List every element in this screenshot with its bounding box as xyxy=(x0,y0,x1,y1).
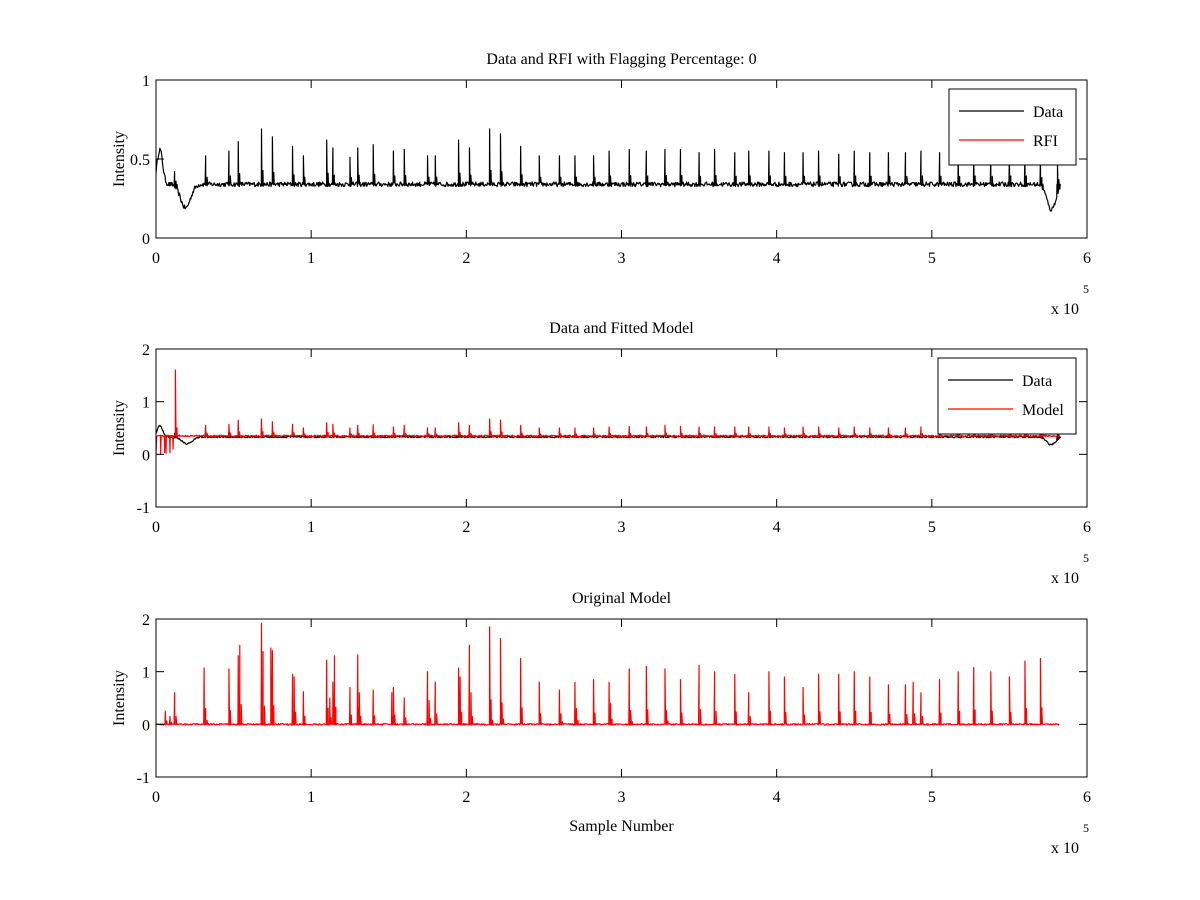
y-tick-label: 0 xyxy=(142,717,150,734)
legend-entry: RFI xyxy=(1033,133,1058,150)
x-exponent-base: x 10 xyxy=(1051,840,1079,857)
subplot-1: 0 1 2 3 4 5 6 0 0.5 1 Data and RFI with Flagging P… xyxy=(111,51,1091,318)
y-axis-label: Intensity xyxy=(111,670,128,726)
x-exponent-base: x 10 xyxy=(1051,301,1079,318)
x-tick-label: 4 xyxy=(773,789,781,806)
y-axis-label: Intensity xyxy=(111,400,128,456)
x-exponent-power: 5 xyxy=(1083,821,1089,835)
series-line-model xyxy=(156,369,1060,455)
plot-area xyxy=(156,349,1087,507)
y-tick-label: 0 xyxy=(142,231,150,248)
x-tick-label: 6 xyxy=(1083,250,1091,267)
x-tick-label: 5 xyxy=(928,519,936,536)
y-tick-label: 2 xyxy=(142,612,150,629)
x-exponent-power: 5 xyxy=(1083,551,1089,565)
x-tick-label: 4 xyxy=(773,519,781,536)
x-tick-label: 0 xyxy=(152,789,160,806)
x-tick-label: 0 xyxy=(152,250,160,267)
x-tick-label: 5 xyxy=(928,789,936,806)
x-tick-label: 6 xyxy=(1083,519,1091,536)
x-tick-label: 1 xyxy=(307,789,315,806)
x-tick-label: 2 xyxy=(462,519,470,536)
x-tick-label: 5 xyxy=(928,250,936,267)
legend-entry: Data xyxy=(1022,373,1052,390)
y-axis-label: Intensity xyxy=(111,131,128,187)
x-tick-label: 0 xyxy=(152,519,160,536)
x-tick-label: 2 xyxy=(462,789,470,806)
plot-area xyxy=(156,80,1087,238)
legend-box xyxy=(937,357,1077,435)
x-exponent-base: x 10 xyxy=(1051,570,1079,587)
x-exponent-power: 5 xyxy=(1083,282,1089,296)
x-tick-label: 1 xyxy=(307,250,315,267)
x-tick-label: 3 xyxy=(618,250,626,267)
y-tick-label: -1 xyxy=(137,500,150,517)
x-tick-label: 3 xyxy=(618,789,626,806)
subplot-title: Data and RFI with Flagging Percentage: 0 xyxy=(486,51,756,68)
y-tick-label: 1 xyxy=(142,73,150,90)
subplot-title: Data and Fitted Model xyxy=(549,320,694,337)
series-line-data xyxy=(156,128,1062,212)
y-tick-label: 1 xyxy=(142,665,150,682)
x-axis-label: Sample Number xyxy=(569,818,674,835)
x-tick-label: 3 xyxy=(618,519,626,536)
y-tick-label: 2 xyxy=(142,342,150,359)
x-tick-label: 4 xyxy=(773,250,781,267)
subplot-title: Original Model xyxy=(572,590,672,607)
series-group xyxy=(156,128,1062,212)
plot-area xyxy=(156,619,1087,777)
x-tick-label: 6 xyxy=(1083,789,1091,806)
series-group xyxy=(156,369,1062,455)
series-line-model xyxy=(156,622,1060,726)
x-tick-label: 1 xyxy=(307,519,315,536)
y-tick-label: 1 xyxy=(142,395,150,412)
x-tick-label: 2 xyxy=(462,250,470,267)
y-tick-label: -1 xyxy=(137,770,150,787)
legend: Data Model xyxy=(937,357,1077,435)
legend-box xyxy=(948,88,1077,166)
y-tick-label: 0 xyxy=(142,447,150,464)
series-group xyxy=(156,622,1060,726)
y-tick-label: 0.5 xyxy=(130,152,150,169)
legend-entry: Data xyxy=(1033,104,1063,121)
legend-entry: Model xyxy=(1022,402,1064,419)
legend: Data RFI xyxy=(948,88,1077,166)
